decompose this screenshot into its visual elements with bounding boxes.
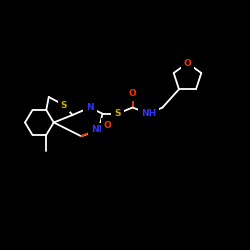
Text: O: O xyxy=(128,89,136,98)
Text: O: O xyxy=(104,120,112,130)
Text: O: O xyxy=(184,58,192,68)
Text: S: S xyxy=(114,109,121,118)
Text: NH: NH xyxy=(141,109,156,118)
Text: NH: NH xyxy=(91,126,106,134)
Text: N: N xyxy=(86,103,94,112)
Text: S: S xyxy=(60,100,67,110)
